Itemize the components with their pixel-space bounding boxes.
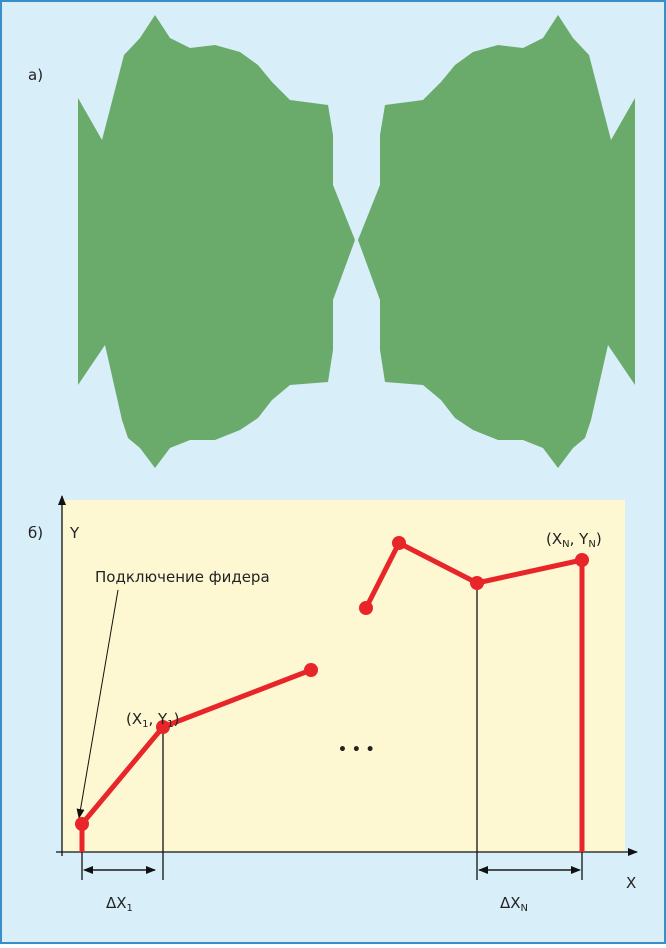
point <box>156 720 170 734</box>
y-axis-label: Y <box>69 524 80 542</box>
x-axis-label: X <box>626 874 636 892</box>
label-part: (X <box>546 530 562 548</box>
dimension-label: ΔXN <box>500 894 528 914</box>
label-part: ) <box>174 710 180 728</box>
panel-label: а) <box>28 66 43 84</box>
antenna-right <box>358 15 635 468</box>
profile-segment <box>79 667 312 852</box>
feeder-arrow <box>76 589 119 819</box>
point <box>575 553 589 567</box>
point <box>470 576 484 590</box>
point <box>304 663 318 677</box>
subscript: N <box>588 539 595 550</box>
panel-label: б) <box>28 524 43 542</box>
profile-points <box>75 536 589 831</box>
label-part: , Y <box>570 530 590 548</box>
label-part: ΔX <box>106 894 127 912</box>
antenna-shapes <box>78 15 635 468</box>
point-label: (X1, Y1) <box>126 710 179 730</box>
plot-area <box>62 500 625 852</box>
label-part: ) <box>596 530 602 548</box>
feeder-note: Подключение фидера <box>95 568 270 586</box>
subscript: 1 <box>142 719 148 730</box>
point <box>359 601 373 615</box>
label-part: , Y <box>149 710 169 728</box>
point <box>392 536 406 550</box>
label-part: ΔX <box>500 894 521 912</box>
dimension-label: ΔX1 <box>106 894 133 914</box>
axes <box>56 495 638 880</box>
subscript: N <box>521 903 528 914</box>
ellipsis: • • • <box>338 742 375 758</box>
point <box>75 817 89 831</box>
label-part: (X <box>126 710 142 728</box>
point-label: (XN, YN) <box>546 530 602 550</box>
subscript: N <box>562 539 569 550</box>
antenna-left <box>78 15 355 468</box>
subscript: 1 <box>127 903 133 914</box>
subscript: 1 <box>167 719 173 730</box>
